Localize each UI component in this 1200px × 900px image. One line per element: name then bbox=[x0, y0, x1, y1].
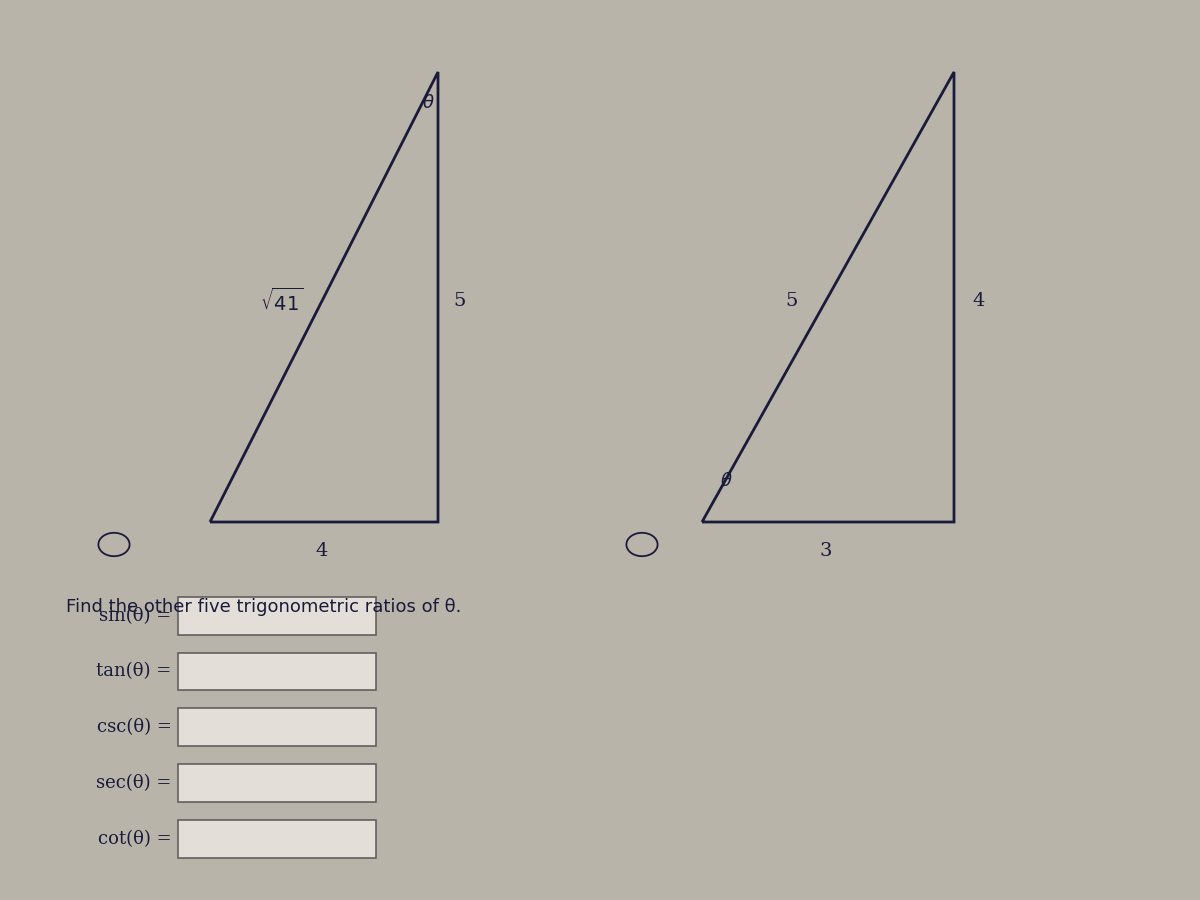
Text: sin(θ) =: sin(θ) = bbox=[100, 607, 172, 625]
Text: 3: 3 bbox=[820, 542, 832, 560]
Text: Find the other five trigonometric ratios of θ.: Find the other five trigonometric ratios… bbox=[66, 598, 461, 616]
Text: csc(θ) =: csc(θ) = bbox=[97, 718, 172, 736]
Text: 4: 4 bbox=[972, 292, 984, 310]
FancyBboxPatch shape bbox=[178, 708, 376, 746]
FancyBboxPatch shape bbox=[178, 820, 376, 858]
Text: $\sqrt{41}$: $\sqrt{41}$ bbox=[260, 288, 304, 315]
Text: $\theta$: $\theta$ bbox=[422, 94, 436, 112]
Text: $\theta$: $\theta$ bbox=[720, 472, 733, 490]
Text: 5: 5 bbox=[454, 292, 466, 310]
Text: cot(θ) =: cot(θ) = bbox=[98, 830, 172, 848]
FancyBboxPatch shape bbox=[178, 652, 376, 690]
Text: sec(θ) =: sec(θ) = bbox=[96, 774, 172, 792]
FancyBboxPatch shape bbox=[178, 597, 376, 634]
Text: tan(θ) =: tan(θ) = bbox=[96, 662, 172, 680]
Text: 4: 4 bbox=[316, 542, 328, 560]
FancyBboxPatch shape bbox=[178, 764, 376, 802]
Text: 5: 5 bbox=[786, 292, 798, 310]
